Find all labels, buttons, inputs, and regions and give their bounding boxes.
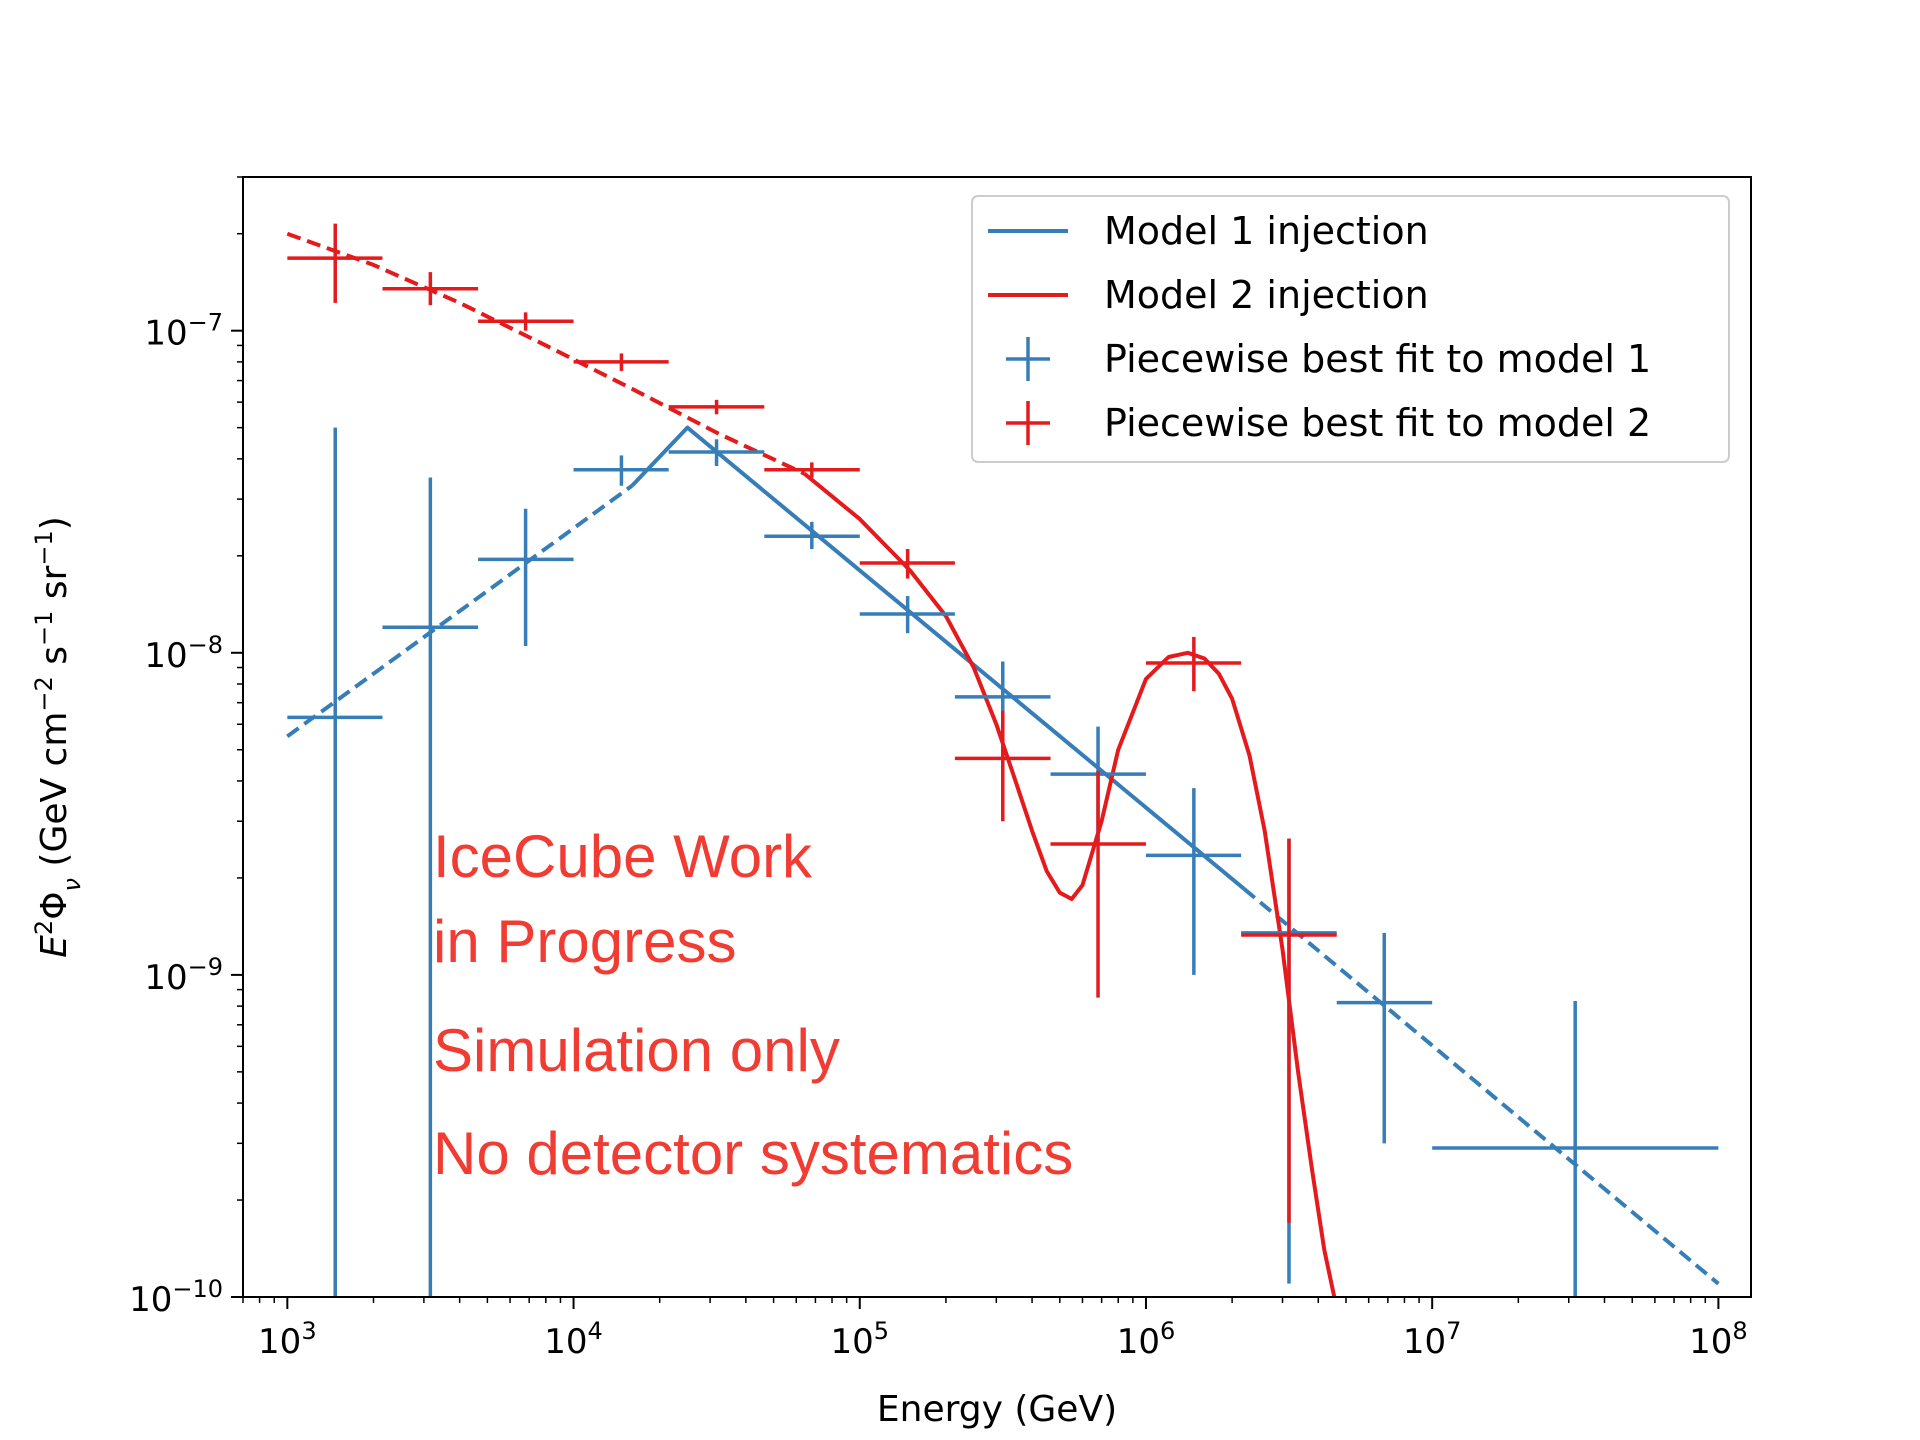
y-tick-label: 10−7 — [144, 309, 223, 354]
x-tick-base: 10 — [1403, 1322, 1446, 1362]
y-tick-base: 10 — [144, 314, 187, 354]
model-1-injection-solid-line — [630, 425, 1246, 891]
x-tick-exponent: 4 — [588, 1317, 603, 1345]
plot-area — [286, 223, 1720, 1297]
y-tick-exponent: −7 — [188, 309, 223, 337]
x-tick-label: 106 — [1117, 1317, 1176, 1362]
annotation-in-progress: in Progress — [433, 908, 736, 975]
x-tick-base: 10 — [544, 1322, 587, 1362]
x-tick-exponent: 3 — [301, 1317, 316, 1345]
annotation-icecube-work: IceCube Work — [433, 823, 813, 890]
model-1-injection-dashed-line — [1242, 887, 1720, 1286]
y-tick-label: 10−8 — [144, 631, 223, 676]
x-tick-exponent: 7 — [1446, 1317, 1461, 1345]
x-tick-base: 10 — [830, 1322, 873, 1362]
legend-label-piecewise-best-fit-to-model-2: Piecewise best fit to model 2 — [1104, 401, 1651, 445]
y-tick-label: 10−10 — [129, 1275, 223, 1320]
y-tick-label: 10−9 — [144, 953, 223, 998]
x-tick-exponent: 8 — [1732, 1317, 1747, 1345]
y-tick-base: 10 — [129, 1280, 172, 1320]
annotations: IceCube Work in Progress Simulation only No… — [433, 823, 1073, 1187]
x-axis-label: Energy (GeV) — [877, 1389, 1117, 1430]
model-1-injection-dashed-line — [286, 484, 634, 739]
x-tick-label: 108 — [1689, 1317, 1748, 1362]
y-tick-base: 10 — [144, 958, 187, 998]
model-2-injection-solid-line — [803, 472, 1337, 1297]
x-tick-base: 10 — [1117, 1322, 1160, 1362]
x-tick-label: 104 — [544, 1317, 603, 1362]
legend-label-piecewise-best-fit-to-model-1: Piecewise best fit to model 1 — [1104, 337, 1651, 381]
y-tick-exponent: −10 — [172, 1275, 223, 1303]
annotation-simulation-only: Simulation only — [433, 1017, 840, 1084]
x-tick-label: 103 — [258, 1317, 317, 1362]
legend-label-model-1-injection: Model 1 injection — [1104, 209, 1429, 253]
x-tick-base: 10 — [1689, 1322, 1732, 1362]
legend: Model 1 injection Model 2 injection Piecew… — [971, 195, 1730, 463]
x-tick-exponent: 6 — [1160, 1317, 1175, 1345]
legend-entries: Model 1 injection Model 2 injection Piecew… — [988, 209, 1651, 445]
x-tick-label: 107 — [1403, 1317, 1462, 1362]
series-layer — [286, 223, 1720, 1297]
y-tick-exponent: −9 — [188, 953, 223, 981]
model-2-injection-dashed-line — [286, 231, 806, 476]
x-tick-exponent: 5 — [874, 1317, 889, 1345]
legend-box — [971, 195, 1730, 463]
y-tick-base: 10 — [144, 636, 187, 676]
legend-label-model-2-injection: Model 2 injection — [1104, 273, 1429, 317]
x-tick-label: 105 — [830, 1317, 889, 1362]
y-tick-exponent: −8 — [188, 631, 223, 659]
y-axis-label: E2Φν (GeV cm−2 s−1 sr−1) — [30, 516, 86, 958]
x-tick-base: 10 — [258, 1322, 301, 1362]
annotation-no-detector-systematics: No detector systematics — [433, 1120, 1073, 1187]
